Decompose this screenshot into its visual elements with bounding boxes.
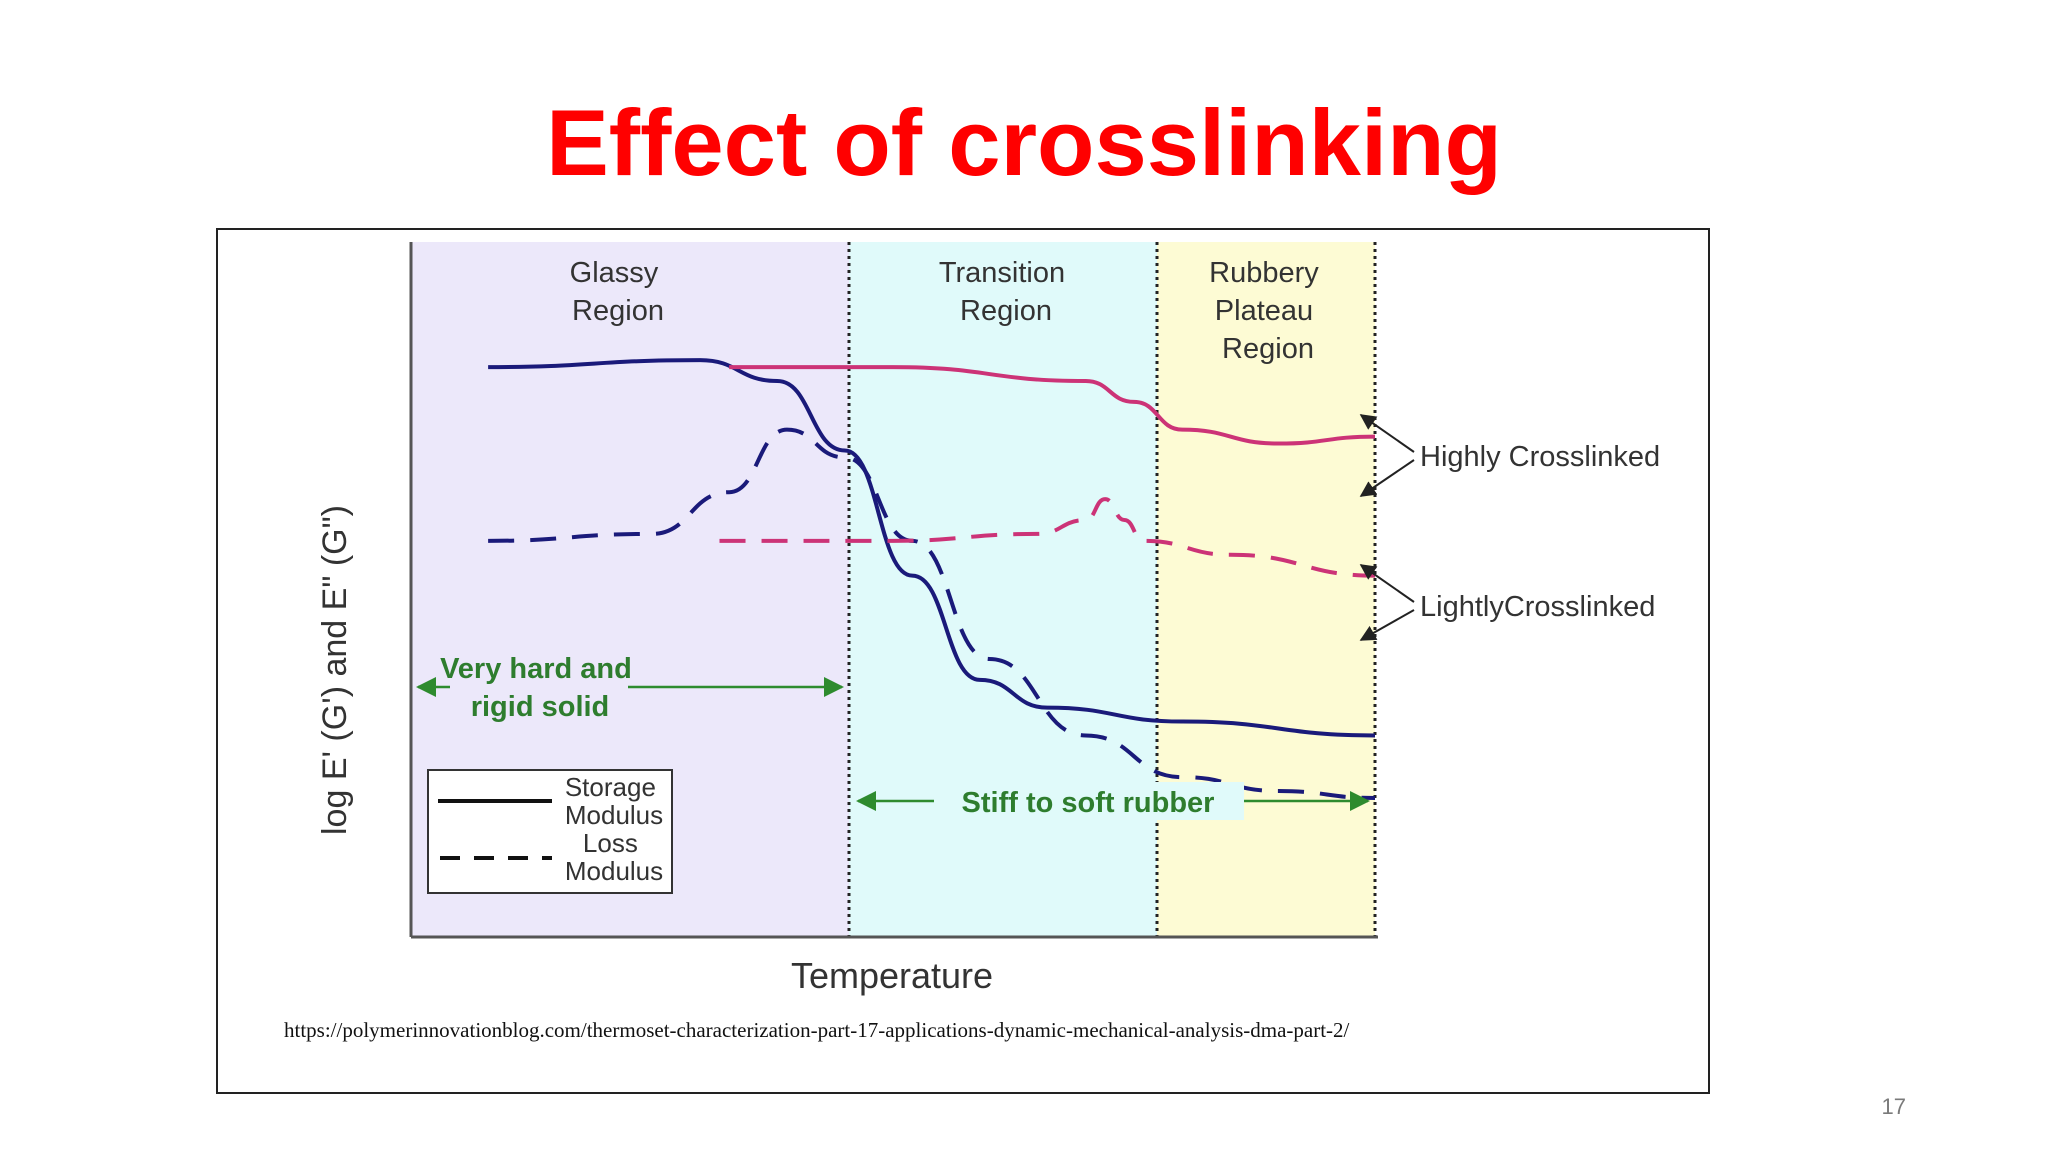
region-label-rubbery: Rubbery Plateau Region [1209,257,1327,365]
legend-loss-label: Loss Modulus [565,828,663,886]
highly-arrow-2 [1359,459,1415,497]
legend-storage-label: Storage Modulus [565,772,663,830]
series-line-lightly-crosslinked-loss-modulus [488,427,1376,800]
series-line-highly-crosslinked-storage-modulus [729,365,1376,446]
glassy-note-bg [450,658,628,744]
lightly-arrow-1 [1359,564,1415,603]
chart-figure: Glassy Region Transition Region Rubbery … [216,228,1710,1094]
slide-title: Effect of crosslinking [546,90,1502,195]
region-label-glassy: Glassy Region [570,257,667,327]
rubber-note-bg [934,782,1244,820]
source-url[interactable]: https://polymerinnovationblog.com/thermo… [284,1018,1350,1042]
lightly-arrow-2 [1359,609,1415,641]
series-line-highly-crosslinked-loss-modulus [719,497,1376,578]
region-rubbery-bg [1157,242,1375,937]
region-label-transition: Transition Region [939,257,1073,327]
lightly-label: LightlyCrosslinked [1420,591,1655,623]
page-number: 17 [1881,1094,1906,1119]
dma-chart: Glassy Region Transition Region Rubbery … [316,242,1660,996]
series-layer [488,358,1376,800]
x-axis-label: Temperature [791,955,993,996]
series-line-lightly-crosslinked-storage-modulus [488,358,1376,738]
glassy-note: Very hard and rigid solid [440,653,640,723]
legend-box [427,769,673,894]
y-axis-label: log E' (G') and E" (G") [316,505,354,835]
region-transition-bg [849,242,1157,937]
rubber-note: Stiff to soft rubber [962,787,1215,819]
highly-arrow-1 [1359,414,1415,453]
legend: Storage Modulus Loss Modulus [427,769,673,894]
highly-label: Highly Crosslinked [1420,441,1660,473]
